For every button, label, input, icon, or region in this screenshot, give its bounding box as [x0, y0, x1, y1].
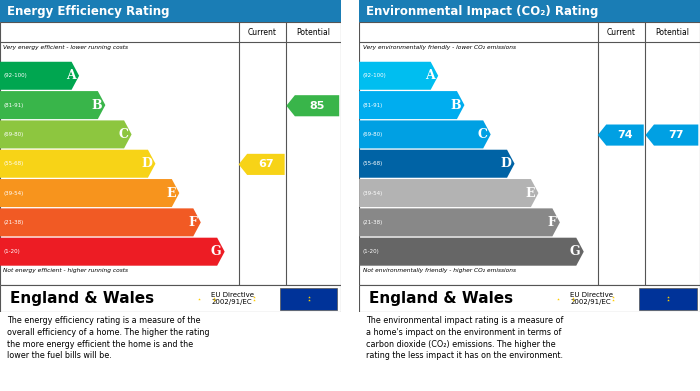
- Text: B: B: [91, 99, 102, 111]
- Polygon shape: [0, 179, 179, 207]
- Text: England & Wales: England & Wales: [10, 291, 155, 306]
- Text: (55-68): (55-68): [4, 161, 24, 166]
- Text: (81-91): (81-91): [4, 102, 24, 108]
- Text: (39-54): (39-54): [363, 190, 383, 196]
- Polygon shape: [359, 120, 491, 149]
- Polygon shape: [359, 238, 584, 266]
- Text: (69-80): (69-80): [4, 132, 24, 137]
- Text: C: C: [477, 128, 487, 141]
- Polygon shape: [0, 91, 105, 119]
- Text: D: D: [500, 157, 511, 170]
- Polygon shape: [359, 150, 514, 178]
- Text: (92-100): (92-100): [4, 73, 27, 78]
- Text: (39-54): (39-54): [4, 190, 24, 196]
- Text: Not environmentally friendly - higher CO₂ emissions: Not environmentally friendly - higher CO…: [363, 268, 515, 273]
- Text: 67: 67: [258, 160, 274, 169]
- Text: 85: 85: [309, 101, 325, 111]
- Polygon shape: [359, 208, 560, 237]
- Polygon shape: [359, 91, 464, 119]
- Text: B: B: [450, 99, 461, 111]
- Text: (69-80): (69-80): [363, 132, 383, 137]
- Polygon shape: [0, 62, 79, 90]
- Polygon shape: [359, 179, 538, 207]
- Text: (21-38): (21-38): [363, 220, 383, 225]
- Text: EU Directive
2002/91/EC: EU Directive 2002/91/EC: [570, 292, 613, 305]
- Text: G: G: [570, 245, 580, 258]
- Text: Environmental Impact (CO₂) Rating: Environmental Impact (CO₂) Rating: [366, 5, 598, 18]
- Text: D: D: [141, 157, 152, 170]
- Polygon shape: [0, 238, 225, 266]
- Bar: [638, 287, 696, 310]
- Text: E: E: [167, 187, 176, 199]
- Text: (55-68): (55-68): [363, 161, 383, 166]
- Text: C: C: [118, 128, 128, 141]
- Text: EU Directive
2002/91/EC: EU Directive 2002/91/EC: [211, 292, 254, 305]
- Text: 77: 77: [668, 130, 684, 140]
- Polygon shape: [0, 120, 132, 149]
- Polygon shape: [598, 124, 644, 145]
- Text: The energy efficiency rating is a measure of the
overall efficiency of a home. T: The energy efficiency rating is a measur…: [7, 316, 209, 361]
- Polygon shape: [645, 124, 699, 145]
- Text: Very energy efficient - lower running costs: Very energy efficient - lower running co…: [4, 45, 128, 50]
- Polygon shape: [0, 150, 155, 178]
- Text: Very environmentally friendly - lower CO₂ emissions: Very environmentally friendly - lower CO…: [363, 45, 515, 50]
- Text: F: F: [188, 216, 197, 229]
- Text: (81-91): (81-91): [363, 102, 383, 108]
- Bar: [279, 287, 337, 310]
- Polygon shape: [0, 208, 201, 237]
- Text: 74: 74: [617, 130, 633, 140]
- Text: G: G: [211, 245, 221, 258]
- Polygon shape: [286, 95, 339, 116]
- Polygon shape: [359, 62, 438, 90]
- Text: (1-20): (1-20): [4, 249, 20, 254]
- Text: Energy Efficiency Rating: Energy Efficiency Rating: [7, 5, 169, 18]
- Text: Potential: Potential: [297, 28, 330, 37]
- Text: F: F: [547, 216, 556, 229]
- Text: A: A: [425, 69, 435, 82]
- Text: A: A: [66, 69, 76, 82]
- Text: E: E: [526, 187, 535, 199]
- Text: Potential: Potential: [656, 28, 690, 37]
- Text: England & Wales: England & Wales: [370, 291, 514, 306]
- Text: (92-100): (92-100): [363, 73, 386, 78]
- Polygon shape: [239, 154, 285, 175]
- Text: (1-20): (1-20): [363, 249, 379, 254]
- Text: Current: Current: [607, 28, 636, 37]
- Text: Current: Current: [248, 28, 277, 37]
- Text: The environmental impact rating is a measure of
a home's impact on the environme: The environmental impact rating is a mea…: [366, 316, 564, 361]
- Text: (21-38): (21-38): [4, 220, 24, 225]
- Text: Not energy efficient - higher running costs: Not energy efficient - higher running co…: [4, 268, 128, 273]
